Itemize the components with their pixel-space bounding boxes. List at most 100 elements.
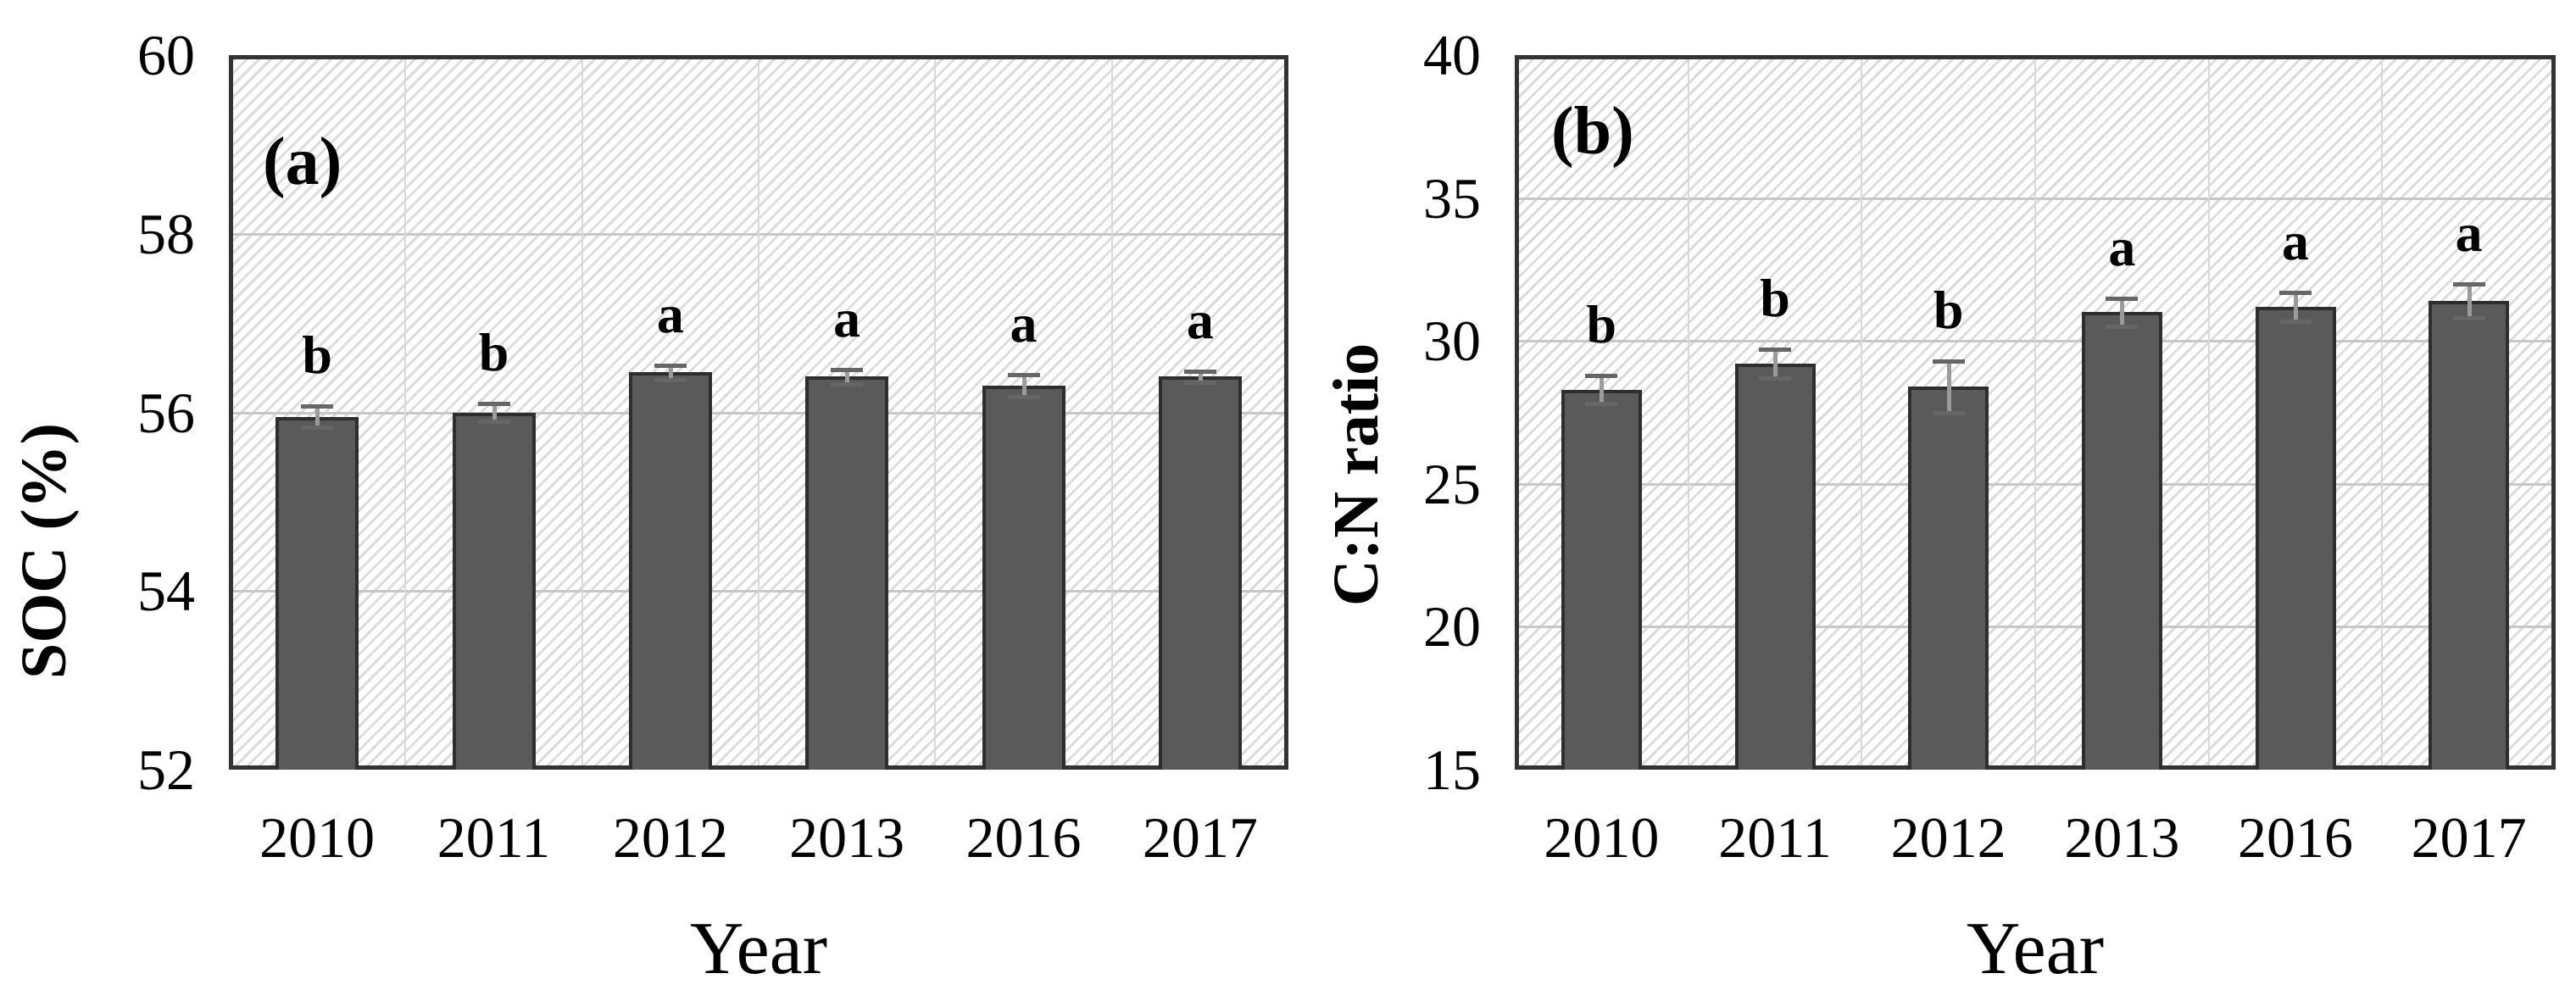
error-bar-stem-2013 bbox=[845, 369, 850, 384]
x-tick-label-2010-1: 2010 bbox=[1544, 805, 1660, 870]
y-tick-label-20: 20 bbox=[1423, 594, 1481, 659]
x-axis-title-1: Year bbox=[1966, 908, 2105, 990]
significance-letter-2010: b bbox=[302, 325, 332, 386]
v-gridline bbox=[1861, 59, 1863, 765]
error-bar-top-cap-2011 bbox=[477, 401, 510, 406]
significance-letter-2013: a bbox=[833, 287, 861, 348]
significance-letter-2017: a bbox=[1186, 290, 1214, 351]
error-bar-bottom-cap-2012 bbox=[1932, 410, 1965, 415]
x-tick-label-2013-1: 2013 bbox=[2064, 805, 2180, 870]
bar-2017 bbox=[2429, 300, 2510, 770]
error-bar-stem-2017 bbox=[2467, 283, 2472, 319]
x-axis-title-0: Year bbox=[689, 908, 828, 990]
v-gridline bbox=[758, 59, 759, 765]
error-bar-top-cap-2012 bbox=[654, 363, 687, 368]
significance-letter-2011: b bbox=[478, 321, 509, 382]
x-tick-label-2011-1: 2011 bbox=[1718, 805, 1832, 870]
error-bar-stem-2011 bbox=[1773, 349, 1778, 379]
error-bar-bottom-cap-2011 bbox=[477, 420, 510, 425]
significance-letter-2011: b bbox=[1760, 268, 1790, 329]
panel-letter-0: (a) bbox=[263, 125, 342, 199]
bar-2013 bbox=[805, 376, 889, 770]
bar-2010 bbox=[1561, 389, 1642, 770]
bar-2011 bbox=[1734, 364, 1816, 770]
error-bar-top-cap-2016 bbox=[2279, 290, 2312, 295]
error-bar-top-cap-2012 bbox=[1932, 359, 1965, 364]
x-tick-label-2011-0: 2011 bbox=[437, 805, 551, 870]
error-bar-bottom-cap-2010 bbox=[1585, 402, 1618, 407]
bar-2016 bbox=[982, 385, 1065, 770]
significance-letter-2016: a bbox=[1010, 293, 1038, 354]
error-bar-stem-2012 bbox=[668, 364, 673, 380]
panel-letter-1: (b) bbox=[1551, 94, 1634, 169]
y-tick-label-58: 58 bbox=[137, 201, 195, 266]
y-tick-label-25: 25 bbox=[1423, 451, 1481, 516]
bar-2010 bbox=[275, 416, 359, 770]
v-gridline bbox=[1687, 59, 1689, 765]
y-tick-label-15: 15 bbox=[1423, 737, 1481, 802]
error-bar-stem-2016 bbox=[1021, 375, 1027, 397]
error-bar-stem-2013 bbox=[2120, 298, 2125, 327]
x-tick-label-2016-1: 2016 bbox=[2238, 805, 2353, 870]
error-bar-top-cap-2011 bbox=[1759, 348, 1791, 353]
significance-letter-2016: a bbox=[2282, 210, 2309, 271]
error-bar-top-cap-2017 bbox=[1183, 370, 1216, 375]
y-tick-label-54: 54 bbox=[137, 559, 195, 624]
y-tick-label-60: 60 bbox=[137, 23, 195, 87]
v-gridline bbox=[581, 59, 583, 765]
v-gridline bbox=[404, 59, 407, 765]
v-gridline bbox=[1110, 59, 1113, 765]
error-bar-top-cap-2017 bbox=[2452, 281, 2485, 287]
v-gridline bbox=[934, 59, 937, 765]
error-bar-stem-2017 bbox=[1198, 371, 1203, 382]
error-bar-stem-2011 bbox=[492, 403, 497, 422]
error-bar-stem-2012 bbox=[1946, 360, 1951, 413]
error-bar-bottom-cap-2016 bbox=[1007, 394, 1040, 399]
v-gridline bbox=[2034, 59, 2036, 765]
x-tick-label-2013-0: 2013 bbox=[789, 805, 905, 870]
bar-2012 bbox=[628, 372, 712, 770]
error-bar-bottom-cap-2013 bbox=[2106, 325, 2139, 330]
error-bar-top-cap-2013 bbox=[2106, 296, 2139, 301]
x-tick-label-2017-1: 2017 bbox=[2411, 805, 2527, 870]
error-bar-stem-2016 bbox=[2294, 292, 2298, 321]
v-gridline bbox=[2207, 59, 2210, 765]
error-bar-top-cap-2010 bbox=[301, 404, 334, 409]
error-bar-bottom-cap-2010 bbox=[301, 426, 334, 431]
x-tick-label-2017-0: 2017 bbox=[1142, 805, 1258, 870]
significance-letter-2013: a bbox=[2108, 216, 2136, 277]
significance-letter-2012: b bbox=[1933, 279, 1964, 340]
error-bar-bottom-cap-2013 bbox=[831, 381, 864, 387]
error-bar-stem-2010 bbox=[315, 406, 320, 428]
error-bar-stem-2010 bbox=[1600, 375, 1605, 404]
y-axis-title-1: C:N ratio bbox=[1321, 342, 1392, 607]
error-bar-bottom-cap-2011 bbox=[1759, 376, 1791, 381]
error-bar-top-cap-2010 bbox=[1585, 373, 1618, 378]
significance-letter-2017: a bbox=[2455, 202, 2483, 263]
bar-2011 bbox=[452, 412, 536, 770]
bar-2012 bbox=[1908, 387, 1989, 770]
y-tick-label-52: 52 bbox=[137, 737, 195, 802]
x-tick-label-2010-0: 2010 bbox=[259, 805, 376, 870]
y-tick-label-30: 30 bbox=[1423, 309, 1481, 374]
y-tick-label-56: 56 bbox=[137, 380, 195, 445]
x-tick-label-2012-1: 2012 bbox=[1890, 805, 2006, 870]
y-axis-title-0: SOC (%) bbox=[8, 423, 80, 679]
significance-letter-2012: a bbox=[656, 283, 684, 344]
bar-2016 bbox=[2255, 306, 2336, 770]
error-bar-top-cap-2016 bbox=[1007, 373, 1040, 378]
error-bar-bottom-cap-2017 bbox=[1183, 380, 1216, 385]
y-tick-label-35: 35 bbox=[1423, 165, 1481, 231]
error-bar-bottom-cap-2016 bbox=[2279, 319, 2312, 324]
significance-letter-2010: b bbox=[1586, 293, 1617, 354]
y-tick-label-40: 40 bbox=[1423, 23, 1481, 87]
error-bar-bottom-cap-2017 bbox=[2452, 316, 2485, 321]
v-gridline bbox=[2381, 59, 2384, 765]
error-bar-top-cap-2013 bbox=[831, 367, 864, 372]
x-tick-label-2012-0: 2012 bbox=[612, 805, 728, 870]
bar-2013 bbox=[2081, 312, 2162, 770]
bar-2017 bbox=[1158, 376, 1242, 770]
error-bar-bottom-cap-2012 bbox=[654, 377, 687, 382]
x-tick-label-2016-0: 2016 bbox=[965, 805, 1082, 870]
